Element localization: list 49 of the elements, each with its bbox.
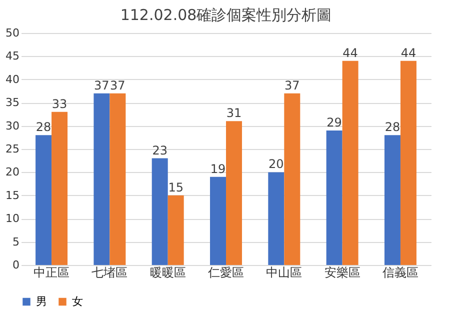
bar: [342, 60, 358, 265]
data-label: 44: [342, 46, 358, 60]
data-label: 28: [36, 120, 52, 134]
bar: [326, 130, 342, 265]
y-tick-label: 40: [6, 72, 20, 86]
bar: [36, 135, 52, 265]
y-tick-label: 10: [6, 212, 20, 226]
bar: [226, 121, 242, 265]
x-tick-label: 安樂區: [324, 266, 360, 280]
data-label: 23: [152, 143, 168, 158]
data-label: 20: [268, 157, 284, 172]
y-tick-label: 0: [12, 258, 20, 272]
y-tick-label: 30: [6, 119, 20, 132]
y-tick-label: 15: [6, 188, 20, 202]
data-label: 33: [52, 96, 68, 111]
y-tick-label: 50: [6, 26, 20, 40]
x-tick-label: 信義區: [382, 266, 418, 280]
x-tick-label: 中正區: [34, 266, 70, 280]
chart-title: 112.02.08確診個案性別分析圖: [120, 6, 332, 24]
bar: [52, 112, 68, 265]
bar: [284, 93, 300, 265]
bar: [110, 93, 126, 265]
bar: [400, 60, 416, 265]
y-tick-label: 45: [6, 50, 20, 63]
data-label: 28: [384, 120, 400, 134]
x-tick-label: 七堵區: [92, 266, 128, 280]
y-tick-label: 20: [6, 166, 20, 179]
y-tick-label: 5: [12, 235, 20, 248]
y-tick-label: 35: [6, 96, 20, 110]
bar: [168, 195, 184, 265]
data-label: 29: [326, 115, 342, 130]
legend-label: 女: [72, 294, 83, 308]
data-label: 44: [400, 46, 416, 60]
legend-label: 男: [36, 294, 47, 308]
x-tick-label: 仁愛區: [207, 266, 244, 280]
data-label: 37: [110, 78, 126, 92]
x-tick-label: 中山區: [266, 266, 302, 280]
y-tick-label: 25: [6, 142, 20, 156]
data-label: 31: [226, 106, 242, 120]
data-label: 37: [284, 78, 300, 92]
bar: [152, 158, 168, 265]
bar: [384, 135, 400, 265]
data-label: 15: [168, 180, 184, 194]
data-label: 37: [94, 78, 110, 92]
bar: [210, 176, 226, 265]
bar: [94, 93, 110, 265]
data-label: 19: [210, 162, 226, 176]
bar: [268, 172, 284, 265]
x-tick-label: 暖暖區: [150, 266, 186, 280]
